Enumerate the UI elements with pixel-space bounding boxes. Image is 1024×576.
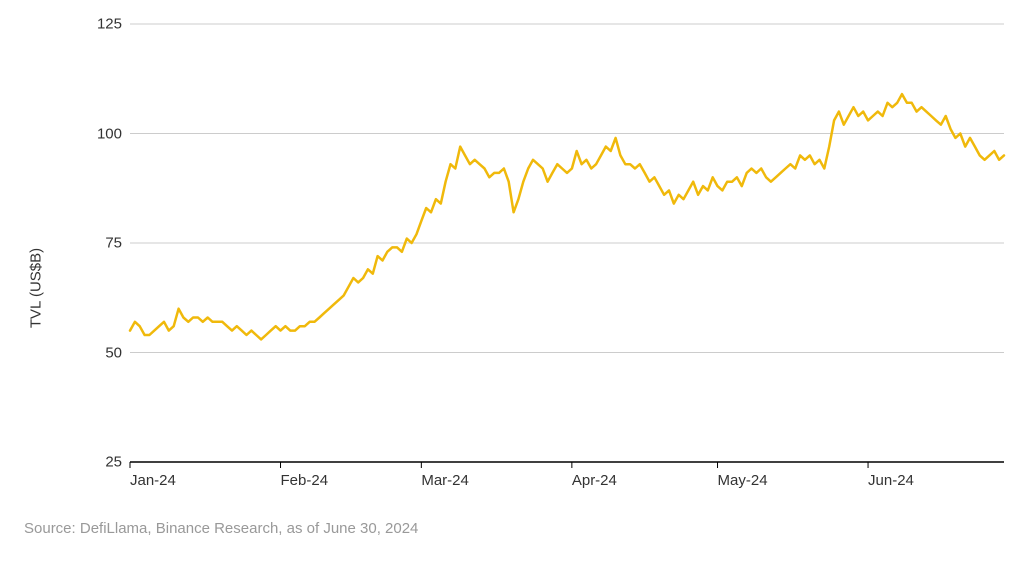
source-caption: Source: DefiLlama, Binance Research, as …	[24, 520, 418, 537]
plot-area	[0, 0, 1024, 576]
tvl-series-line	[130, 94, 1004, 339]
tvl-line-chart: TVL (US$B) 255075100125 Jan-24Feb-24Mar-…	[0, 0, 1024, 576]
